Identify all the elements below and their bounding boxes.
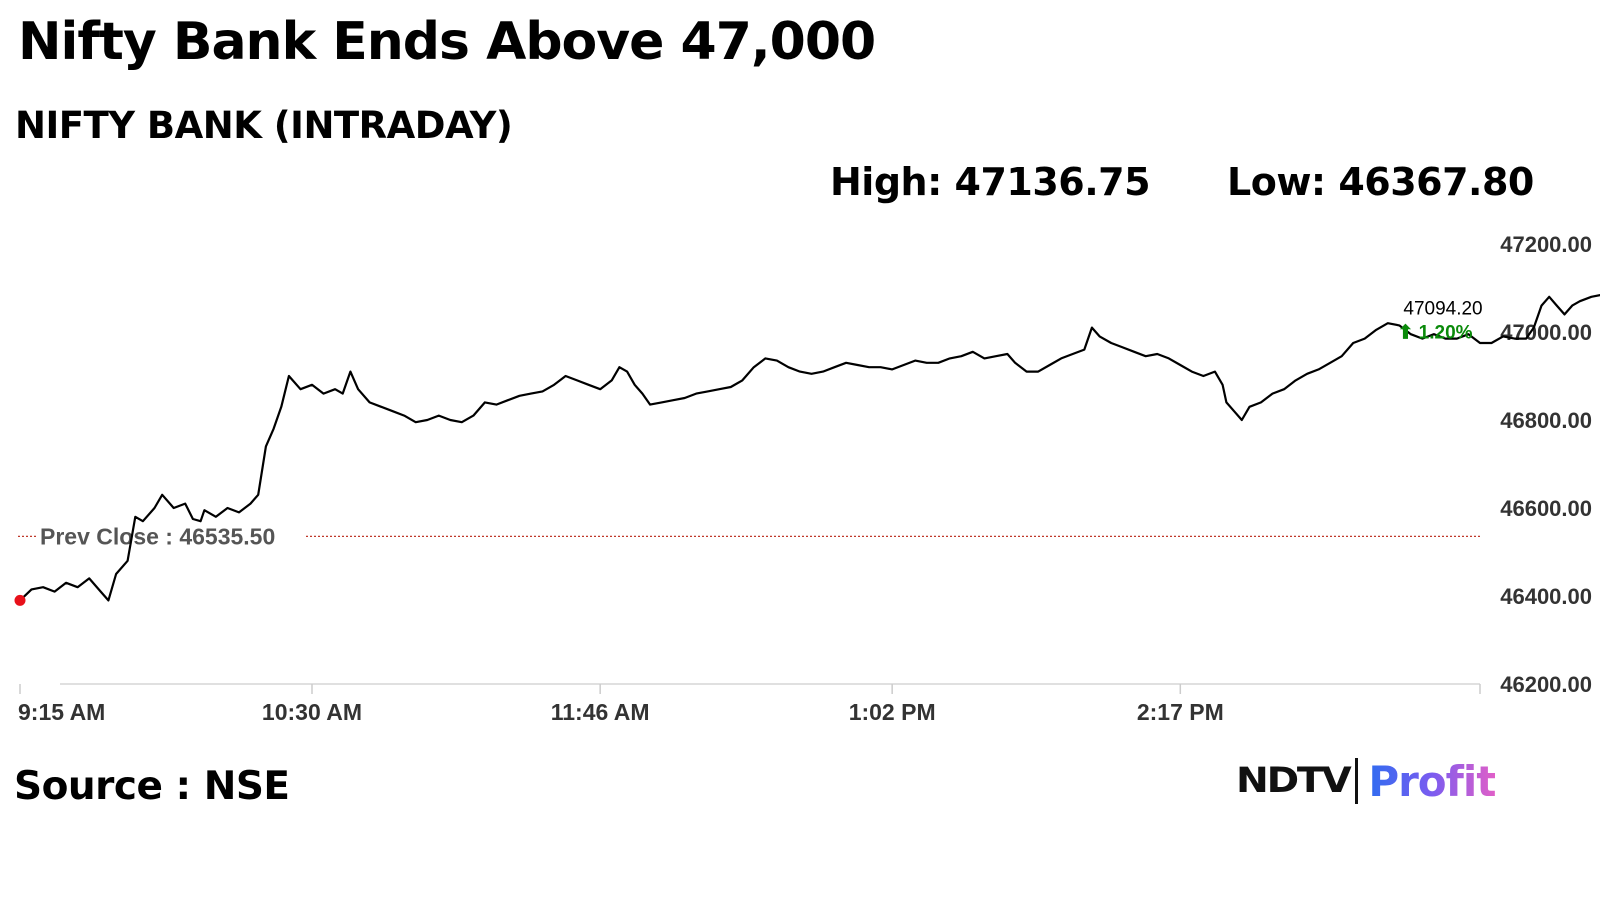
source-label: Source : NSE — [14, 764, 290, 809]
x-tick-label: 10:30 AM — [262, 699, 362, 725]
x-tick-label: 1:02 PM — [849, 699, 936, 725]
logo-ndtv-text: NDTV — [1236, 761, 1352, 801]
open-point — [14, 594, 26, 606]
x-tick-label: 11:46 AM — [551, 699, 650, 725]
y-tick-label: 46600.00 — [1500, 496, 1592, 521]
last-value-label: 47094.20 — [1403, 299, 1482, 320]
high-stat: High: 47136.75 — [830, 160, 1151, 204]
last-change-label: ⬆ 1.20% — [1397, 323, 1472, 344]
headline: Nifty Bank Ends Above 47,000 — [18, 12, 876, 72]
logo-divider — [1355, 758, 1359, 804]
y-tick-label: 46800.00 — [1500, 408, 1592, 433]
chart-subtitle: NIFTY BANK (INTRADAY) — [15, 104, 513, 147]
y-tick-label: 46400.00 — [1500, 584, 1592, 609]
logo-profit-text: Profit — [1368, 756, 1496, 806]
x-tick-label: 9:15 AM — [18, 699, 105, 725]
y-tick-label: 47000.00 — [1500, 320, 1592, 345]
price-series-line — [19, 294, 1600, 602]
low-stat: Low: 46367.80 — [1227, 160, 1534, 204]
prev-close-reference: Prev Close : 46535.50 — [18, 523, 1480, 549]
y-tick-label: 47200.00 — [1500, 232, 1592, 257]
prev-close-label: Prev Close : 46535.50 — [40, 523, 275, 549]
x-tick-label: 2:17 PM — [1137, 699, 1224, 725]
y-axis: 46200.00 46400.00 46600.00 46800.00 47000.00… — [1500, 232, 1592, 697]
ndtv-profit-logo: NDTV Profit — [1236, 756, 1496, 806]
intraday-line-chart: 9:15 AM 10:30 AM 11:46 AM 1:02 PM 2:17 PM 46… — [14, 232, 1600, 725]
x-axis: 9:15 AM 10:30 AM 11:46 AM 1:02 PM 2:17 PM — [18, 684, 1481, 725]
y-tick-label: 46200.00 — [1500, 672, 1592, 697]
